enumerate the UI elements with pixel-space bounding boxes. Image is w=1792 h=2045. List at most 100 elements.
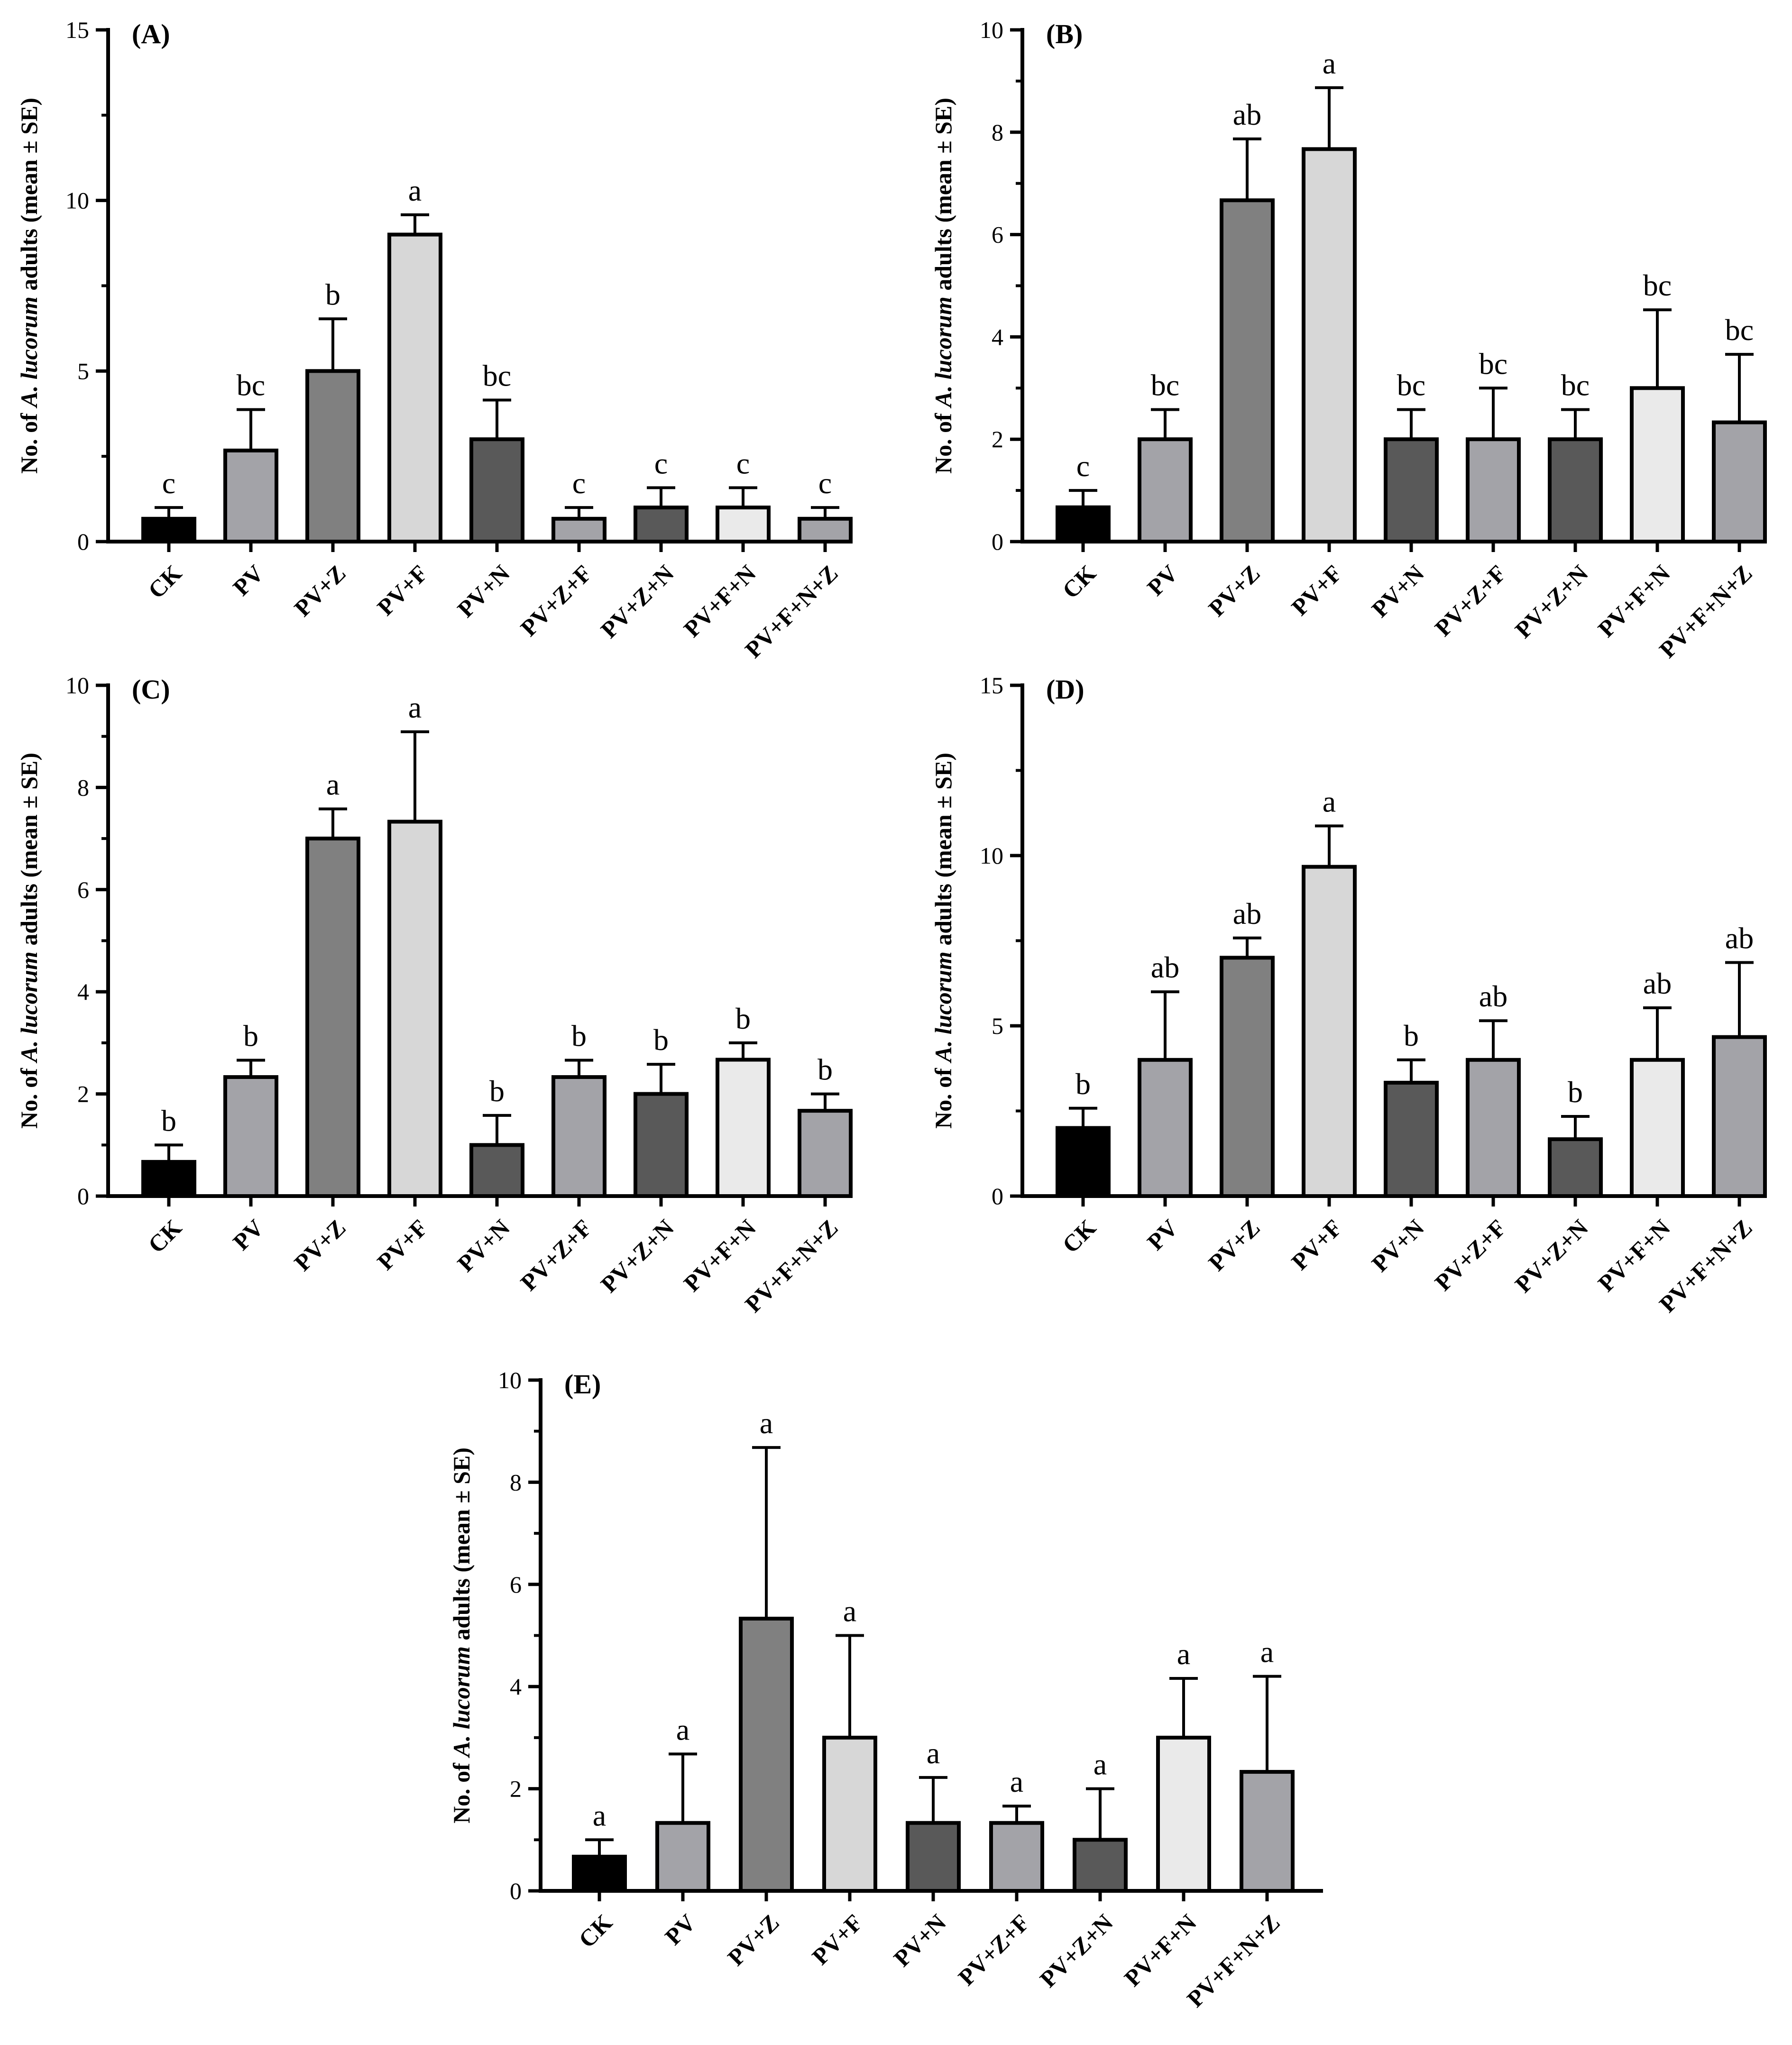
significance-label-PV: a xyxy=(676,1713,689,1746)
bar-PV+Z+N xyxy=(1548,1137,1603,1198)
significance-label-PV+Z+F: ab xyxy=(1479,979,1507,1013)
bar-PV+F+N xyxy=(1630,1058,1685,1198)
bar-PV+N xyxy=(906,1821,961,1893)
significance-label-PV+Z+F: a xyxy=(1010,1765,1023,1798)
significance-label-PV+Z+N: a xyxy=(1094,1748,1107,1781)
bar-PV+N xyxy=(469,437,524,544)
panel-label: (A) xyxy=(132,18,170,49)
y-tick-label: 10 xyxy=(980,17,1003,43)
significance-label-PV+Z: b xyxy=(325,277,340,311)
bar-PV+Z xyxy=(1220,198,1275,543)
bar-PV xyxy=(1138,437,1193,544)
bar-PV+F+N xyxy=(716,506,771,543)
y-axis-title: No. of A. lucorum adults (mean ± SE) xyxy=(16,753,42,1129)
significance-label-PV+Z: a xyxy=(760,1406,773,1440)
significance-label-CK: a xyxy=(593,1798,606,1832)
bar-PV+Z+N xyxy=(1548,437,1603,544)
y-axis-title: No. of A. lucorum adults (mean ± SE) xyxy=(16,98,42,474)
y-tick-label: 10 xyxy=(65,187,89,214)
y-tick-label: 5 xyxy=(77,358,89,384)
significance-label-CK: b xyxy=(1075,1067,1091,1101)
significance-label-PV: bc xyxy=(1151,368,1179,402)
bar-PV+N xyxy=(469,1143,524,1198)
significance-label-PV+F: a xyxy=(1323,46,1336,80)
y-axis-title-suffix: adults (mean ± SE) xyxy=(16,98,42,296)
y-axis-title-suffix: adults (mean ± SE) xyxy=(448,1447,475,1646)
significance-label-PV+Z+F: bc xyxy=(1479,347,1507,380)
y-tick-label: 10 xyxy=(65,672,89,699)
y-axis-title-suffix: adults (mean ± SE) xyxy=(16,753,42,951)
significance-label-CK: b xyxy=(161,1104,176,1137)
significance-label-PV+Z+N: b xyxy=(653,1023,669,1057)
y-tick-label: 6 xyxy=(510,1571,522,1598)
y-tick-label: 0 xyxy=(77,528,89,555)
significance-label-PV+F+N+Z: bc xyxy=(1725,313,1754,347)
y-axis-title-prefix: No. of xyxy=(930,1062,956,1129)
significance-label-PV+F: a xyxy=(843,1594,856,1628)
significance-label-PV+F+N: b xyxy=(735,1002,751,1035)
bar-PV+F xyxy=(387,232,442,544)
bar-PV+F+N xyxy=(1156,1735,1211,1893)
significance-label-PV+Z: a xyxy=(326,768,340,801)
y-tick-label: 6 xyxy=(77,876,89,903)
significance-label-PV+Z+F: c xyxy=(572,466,586,500)
significance-label-PV+F: a xyxy=(1323,785,1336,819)
significance-label-PV+F: a xyxy=(408,691,422,724)
bar-PV xyxy=(223,1075,278,1198)
y-axis-title-prefix: No. of xyxy=(16,1062,42,1129)
bar-PV+Z+N xyxy=(634,506,689,543)
y-axis-title-suffix: adults (mean ± SE) xyxy=(930,98,956,296)
significance-label-PV+F+N+Z: b xyxy=(818,1053,833,1087)
significance-label-PV+F+N: c xyxy=(736,446,750,480)
bar-CK xyxy=(1056,1126,1111,1198)
bar-PV+Z xyxy=(305,837,360,1198)
bar-PV+N xyxy=(1384,437,1439,544)
y-tick-label: 8 xyxy=(510,1469,522,1495)
significance-label-PV: bc xyxy=(237,368,265,402)
bar-PV+Z+F xyxy=(1466,437,1521,544)
significance-label-PV+N: b xyxy=(1404,1019,1419,1052)
bar-PV+Z+N xyxy=(1073,1838,1128,1893)
significance-label-PV+Z+N: bc xyxy=(1561,368,1590,402)
y-axis-title-species: A. lucorum xyxy=(448,1646,475,1758)
bar-PV xyxy=(223,448,278,543)
panel-label: (D) xyxy=(1046,674,1084,705)
y-axis-title-prefix: No. of xyxy=(448,1757,475,1824)
y-axis-title: No. of A. lucorum adults (mean ± SE) xyxy=(930,98,956,474)
significance-label-CK: c xyxy=(1076,449,1090,483)
panel-label: (B) xyxy=(1046,18,1083,49)
significance-label-PV: ab xyxy=(1151,950,1179,984)
significance-label-PV: b xyxy=(243,1019,258,1053)
y-tick-label: 10 xyxy=(498,1367,522,1393)
significance-label-PV+F+N+Z: ab xyxy=(1725,921,1754,955)
bar-PV+F+N+Z xyxy=(1712,420,1767,544)
significance-label-PV+F+N: ab xyxy=(1643,967,1672,1000)
significance-label-PV+Z: ab xyxy=(1233,98,1261,131)
significance-label-PV+Z: ab xyxy=(1233,897,1261,930)
y-axis-title: No. of A. lucorum adults (mean ± SE) xyxy=(448,1447,475,1824)
y-tick-label: 0 xyxy=(510,1878,522,1904)
significance-label-PV+F+N: a xyxy=(1177,1637,1190,1671)
bar-PV+F xyxy=(1302,147,1357,544)
y-axis-title-prefix: No. of xyxy=(930,407,956,474)
bar-PV+Z+F xyxy=(551,1075,607,1198)
bar-PV+Z+N xyxy=(634,1092,689,1198)
bar-CK xyxy=(1056,505,1111,544)
bar-PV+Z xyxy=(739,1616,794,1893)
y-tick-label: 5 xyxy=(992,1013,1003,1039)
significance-label-PV+N: a xyxy=(927,1736,940,1770)
bar-PV+Z+F xyxy=(989,1821,1044,1893)
bar-PV+Z+F xyxy=(551,516,607,544)
y-tick-label: 0 xyxy=(992,528,1003,555)
y-axis-title: No. of A. lucorum adults (mean ± SE) xyxy=(930,753,956,1129)
significance-label-PV+Z+N: b xyxy=(1568,1075,1583,1109)
significance-label-PV+N: b xyxy=(489,1074,505,1108)
significance-label-CK: c xyxy=(162,466,175,500)
y-tick-label: 0 xyxy=(992,1183,1003,1209)
y-tick-label: 15 xyxy=(65,17,89,43)
significance-label-PV+Z+F: b xyxy=(571,1019,587,1053)
bar-PV+Z xyxy=(305,369,360,543)
y-axis-title-prefix: No. of xyxy=(16,407,42,474)
